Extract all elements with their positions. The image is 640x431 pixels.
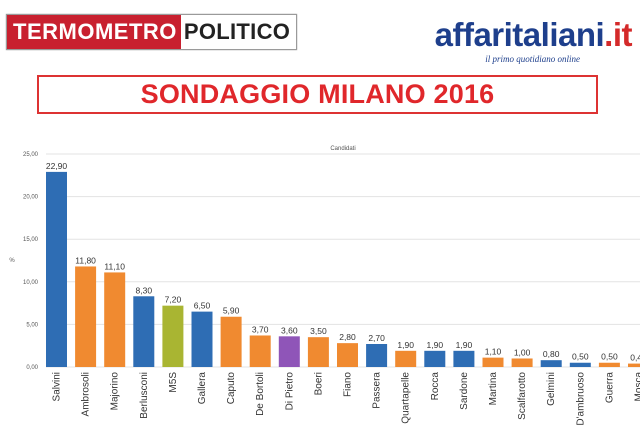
y-tick-label: 10,00 — [23, 280, 39, 286]
category-label: Gelmini — [546, 372, 557, 406]
value-label: 1,90 — [456, 340, 473, 350]
bar-de-bortoli — [250, 335, 271, 367]
bar-d-ambruoso — [570, 363, 591, 367]
category-label: Quartapelle — [401, 372, 412, 424]
category-label: Guerra — [604, 372, 615, 404]
category-label: Scalfarotto — [517, 372, 528, 420]
category-label: Majorino — [110, 372, 121, 411]
bar-m5s — [162, 306, 183, 367]
category-label: Ambrosoli — [81, 372, 92, 416]
y-tick-label: 15,00 — [23, 237, 39, 243]
category-label: Gallera — [197, 372, 208, 405]
bar-martina — [483, 358, 504, 367]
category-label: Boeri — [313, 372, 324, 395]
value-label: 22,90 — [46, 161, 68, 171]
category-label: Di Pietro — [284, 372, 295, 411]
value-label: 11,80 — [75, 255, 96, 265]
bar-ambrosoli — [75, 266, 96, 367]
category-label: Salvini — [52, 372, 63, 401]
value-label: 6,50 — [194, 301, 211, 311]
value-label: 3,50 — [310, 326, 327, 336]
bar-scalfarotto — [512, 358, 533, 367]
bar-caputo — [221, 317, 242, 367]
bar-rocca — [424, 351, 445, 367]
category-label: Mosca — [634, 372, 640, 402]
value-label: 11,10 — [104, 261, 125, 271]
value-label: 2,80 — [339, 332, 356, 342]
bar-berlusconi — [133, 296, 154, 367]
y-tick-label: 20,00 — [23, 195, 39, 201]
bar-gelmini — [541, 360, 562, 367]
value-label: 0,40 — [630, 353, 640, 363]
value-label: 0,50 — [572, 352, 589, 362]
bar-mosca — [628, 364, 640, 367]
category-label: Berlusconi — [139, 372, 150, 419]
chart-title: Candidati — [330, 146, 355, 152]
bar-boeri — [308, 337, 329, 367]
y-tick-label: 5,00 — [26, 322, 38, 328]
category-label: D'ambruoso — [575, 372, 586, 426]
value-label: 8,30 — [136, 285, 153, 295]
category-label: Sardone — [459, 372, 470, 410]
value-label: 1,90 — [397, 340, 414, 350]
category-label: Passera — [372, 372, 383, 409]
category-label: Rocca — [430, 372, 441, 401]
value-label: 1,00 — [514, 347, 531, 357]
bar-salvini — [46, 172, 67, 367]
bar-di-pietro — [279, 336, 300, 367]
bar-guerra — [599, 363, 620, 367]
y-tick-label: 25,00 — [23, 152, 39, 158]
value-label: 5,90 — [223, 306, 240, 316]
value-label: 0,50 — [601, 352, 618, 362]
category-label: Martina — [488, 372, 499, 406]
bar-fiano — [337, 343, 358, 367]
bar-chart: Candidati % 0,00 5,00 10,00 15,00 20,00 25,00… — [0, 0, 640, 431]
bar-sardone — [453, 351, 474, 367]
bar-quartapelle — [395, 351, 416, 367]
category-label: Caputo — [226, 372, 237, 405]
bar-gallera — [192, 312, 213, 367]
value-label: 3,60 — [281, 325, 298, 335]
value-label: 1,90 — [427, 340, 444, 350]
category-label: M5S — [168, 372, 179, 393]
value-label: 7,20 — [165, 295, 182, 305]
bar-passera — [366, 344, 387, 367]
category-label: De Bortoli — [255, 372, 266, 416]
bar-majorino — [104, 272, 125, 367]
y-tick-label: 0,00 — [26, 365, 38, 371]
value-label: 0,80 — [543, 349, 560, 359]
value-label: 2,70 — [368, 333, 385, 343]
value-label: 1,10 — [485, 347, 502, 357]
value-label: 3,70 — [252, 324, 269, 334]
y-axis-label: % — [9, 258, 15, 264]
category-label: Fiano — [343, 372, 354, 397]
